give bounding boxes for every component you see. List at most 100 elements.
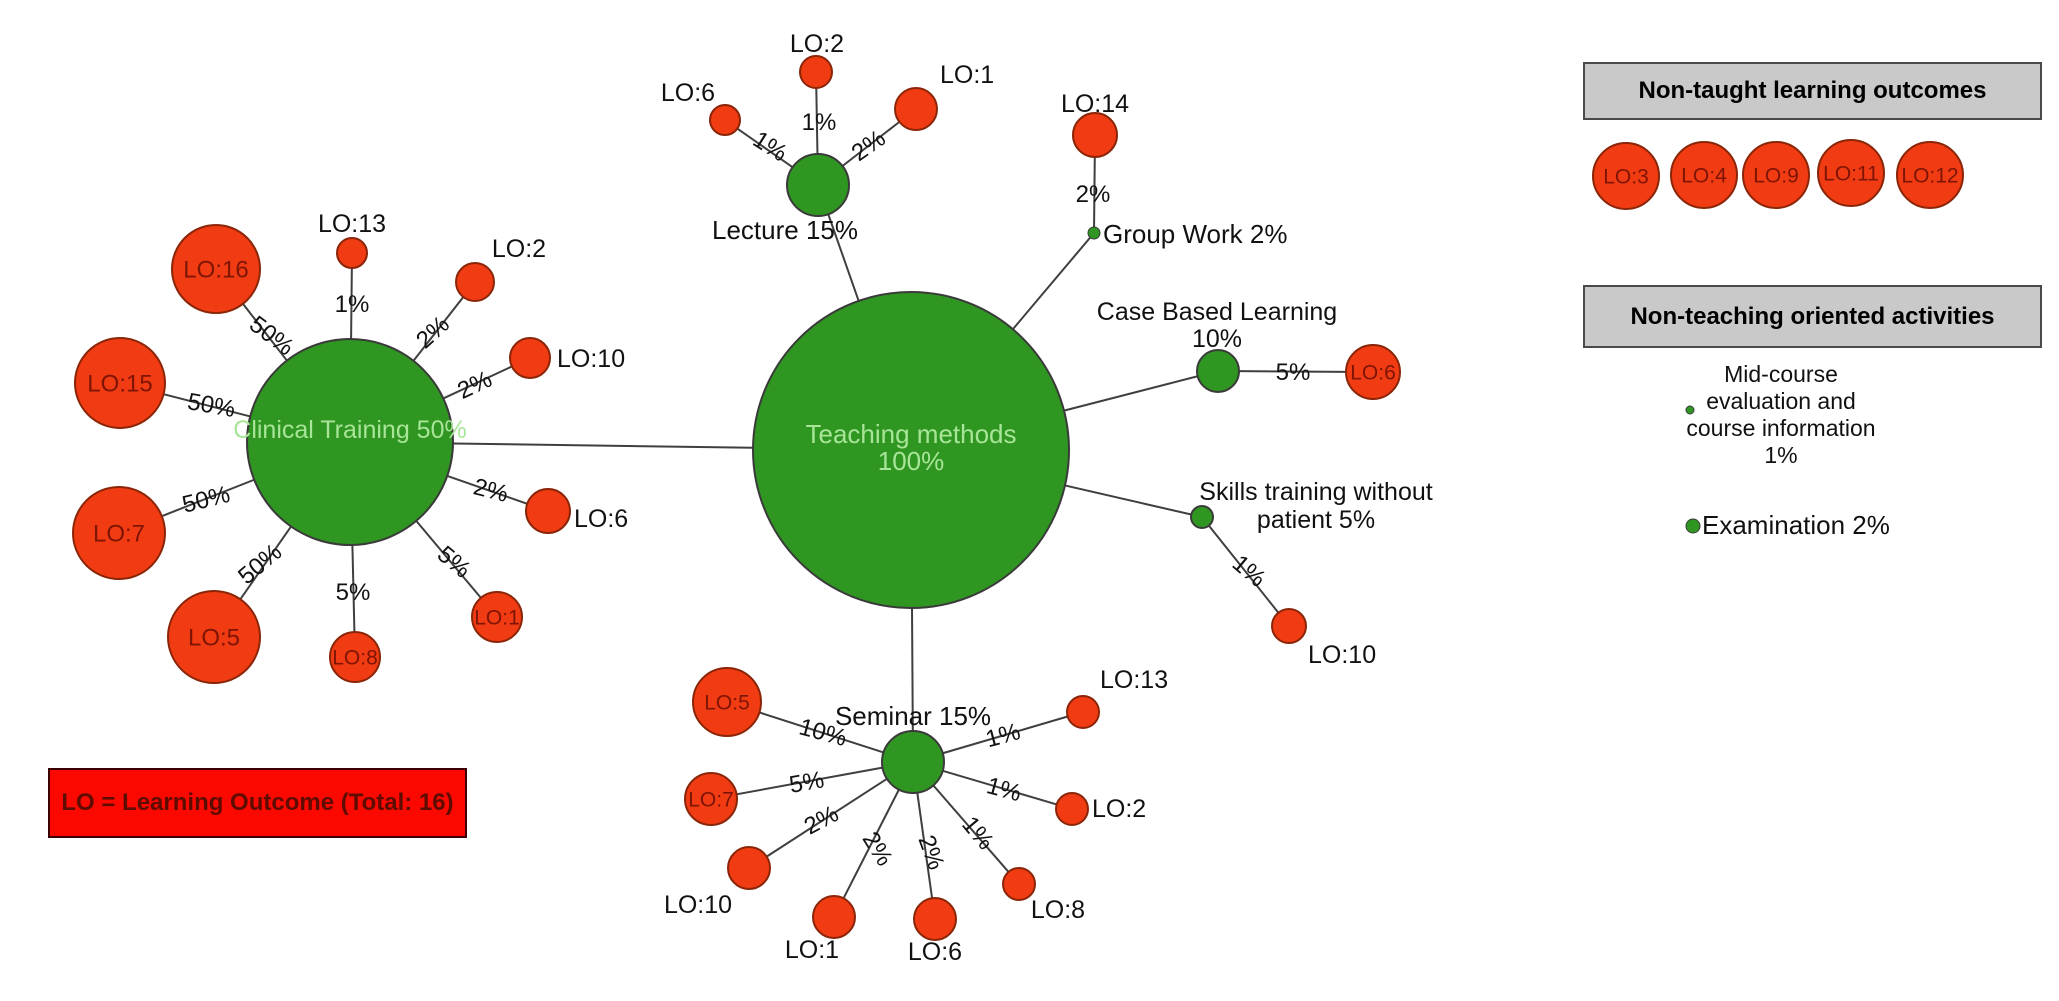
- node-lecture-circle: [786, 153, 850, 217]
- edge-label-cbl-cbl_lo6: 5%: [1276, 359, 1311, 386]
- edge-label-seminar-sem_lo6: 2%: [912, 832, 949, 874]
- edge-teaching-seminar: [911, 607, 914, 732]
- edge-lecture-lec_lo6: [736, 127, 794, 169]
- node-leg_lo12-circle: [1896, 141, 1964, 209]
- node-cl_lo5-circle: [167, 590, 261, 684]
- node-mid_dot-circle: [1685, 405, 1695, 415]
- node-sem_lo7-circle: [684, 772, 738, 826]
- edge-label-clinical-cl_lo5: 50%: [233, 538, 287, 590]
- edge-gw-gw_lo14: [1093, 156, 1096, 228]
- edge-seminar-sem_lo10: [766, 777, 888, 858]
- edge-clinical-cl_lo15: [163, 393, 251, 418]
- node-gw_lo14-circle: [1072, 112, 1118, 158]
- node-sem_lo7-label: LO:7: [688, 788, 734, 811]
- edge-label-clinical-cl_lo6: 2%: [471, 473, 511, 508]
- node-leg_lo9-circle: [1742, 141, 1810, 209]
- edge-seminar-sem_lo8: [932, 784, 1010, 873]
- node-cl_lo1-label: LO:1: [474, 606, 520, 629]
- edge-seminar-sem_lo5: [759, 711, 884, 754]
- node-cl_lo6-circle: [525, 488, 571, 534]
- node-cl_lo8-circle: [329, 631, 381, 683]
- edge-seminar-sem_lo13: [942, 715, 1068, 755]
- edge-seminar-sem_lo6: [916, 792, 934, 899]
- node-leg_lo3-label: LO:3: [1603, 165, 1649, 188]
- edge-seminar-sem_lo1: [842, 789, 900, 899]
- node-sk_lo10-circle: [1271, 608, 1307, 644]
- lo-abbreviation-callout: LO = Learning Outcome (Total: 16): [48, 768, 467, 838]
- node-mid_dot-label: course information: [1686, 415, 1875, 441]
- edge-seminar-sem_lo7: [736, 766, 883, 796]
- node-sem_lo13-label: LO:13: [1100, 666, 1168, 694]
- edge-clinical-cl_lo16: [242, 303, 288, 362]
- node-exam_dot-circle: [1685, 518, 1701, 534]
- edge-label-lecture-lec_lo2: 1%: [802, 109, 837, 136]
- node-sem_lo5-circle: [692, 667, 762, 737]
- edge-clinical-cl_lo8: [351, 544, 356, 633]
- node-cl_lo15-circle: [74, 337, 166, 429]
- node-lec_lo2-circle: [799, 55, 833, 89]
- node-leg_lo12-label: LO:12: [1901, 164, 1958, 187]
- edge-seminar-sem_lo2: [942, 769, 1057, 806]
- node-seminar-circle: [881, 730, 945, 794]
- node-cl_lo13-label: LO:13: [318, 210, 386, 238]
- edge-label-clinical-cl_lo15: 50%: [185, 388, 237, 423]
- edge-lecture-lec_lo2: [815, 87, 819, 155]
- node-mid_dot-label: evaluation and: [1706, 388, 1856, 414]
- node-cbl_lo6-circle: [1345, 344, 1401, 400]
- legend-non-taught-title: Non-taught learning outcomes: [1638, 77, 1987, 104]
- node-leg_lo11-circle: [1817, 139, 1885, 207]
- node-cl_lo5-label: LO:5: [188, 624, 240, 651]
- node-lec_lo2-label: LO:2: [790, 30, 844, 58]
- node-lec_lo6-circle: [709, 104, 741, 136]
- edge-label-seminar-sem_lo10: 2%: [800, 800, 843, 840]
- node-teaching-label: 100%: [878, 446, 945, 476]
- edge-clinical-cl_lo7: [161, 478, 255, 518]
- node-lec_lo6-label: LO:6: [661, 79, 715, 107]
- edge-cbl-cbl_lo6: [1238, 370, 1347, 373]
- node-cl_lo10-circle: [509, 337, 551, 379]
- node-cl_lo1-circle: [471, 591, 523, 643]
- node-sem_lo5-label: LO:5: [704, 691, 750, 714]
- node-sem_lo2-circle: [1055, 792, 1089, 826]
- node-mid_dot-label: Mid-course: [1724, 361, 1838, 387]
- edge-clinical-cl_lo10: [442, 365, 513, 400]
- edge-clinical-cl_lo5: [239, 525, 292, 600]
- node-sem_lo10-label: LO:10: [664, 891, 732, 919]
- node-cl_lo13-circle: [336, 237, 368, 269]
- node-skills-circle: [1190, 505, 1214, 529]
- node-leg_lo3-circle: [1592, 142, 1660, 210]
- edge-label-lecture-lec_lo1: 2%: [847, 125, 891, 167]
- node-sem_lo6-circle: [913, 897, 957, 941]
- edge-teaching-cbl: [1063, 375, 1198, 412]
- edge-label-clinical-cl_lo8: 5%: [336, 579, 371, 606]
- edge-clinical-cl_lo1: [415, 520, 482, 599]
- edge-teaching-lecture: [827, 213, 860, 302]
- node-sem_lo6-label: LO:6: [908, 938, 962, 966]
- node-cbl-circle: [1196, 349, 1240, 393]
- node-leg_lo11-label: LO:11: [1823, 162, 1879, 185]
- node-sem_lo2-label: LO:2: [1092, 795, 1146, 823]
- edge-label-seminar-sem_lo2: 1%: [984, 772, 1024, 807]
- edge-label-clinical-cl_lo16: 50%: [244, 311, 299, 361]
- node-clinical-label: Clinical Training 50%: [233, 416, 466, 444]
- node-teaching-label: Teaching methods: [805, 419, 1016, 449]
- node-sem_lo8-circle: [1002, 867, 1036, 901]
- lo-abbreviation-text: LO = Learning Outcome (Total: 16): [61, 789, 454, 816]
- node-cl_lo7-circle: [72, 486, 166, 580]
- node-cl_lo2-label: LO:2: [492, 235, 546, 263]
- edge-label-gw-gw_lo14: 2%: [1076, 181, 1111, 208]
- node-exam_dot-label: Examination 2%: [1702, 510, 1890, 540]
- edge-label-seminar-sem_lo1: 2%: [857, 827, 898, 871]
- edge-skills-sk_lo10: [1208, 524, 1280, 614]
- node-lec_lo1-circle: [894, 87, 938, 131]
- node-skills-label: patient 5%: [1257, 506, 1375, 534]
- node-sem_lo1-label: LO:1: [785, 936, 839, 964]
- node-cl_lo15-label: LO:15: [87, 370, 152, 397]
- edge-teaching-gw: [1012, 236, 1091, 330]
- node-cbl-label: 10%: [1192, 325, 1242, 353]
- edge-label-clinical-cl_lo10: 2%: [453, 366, 496, 405]
- node-mid_dot-label: 1%: [1764, 442, 1797, 468]
- node-cl_lo10-label: LO:10: [557, 345, 625, 373]
- node-cbl-label: Case Based Learning: [1097, 298, 1337, 326]
